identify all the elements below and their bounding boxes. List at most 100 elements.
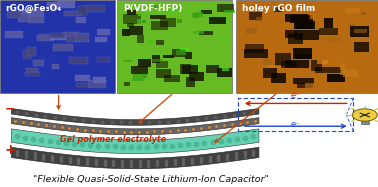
- Bar: [172, 49, 185, 57]
- Bar: [98, 57, 110, 62]
- Bar: [249, 12, 262, 20]
- Bar: [88, 80, 106, 88]
- Bar: [176, 50, 186, 55]
- Bar: [281, 61, 297, 68]
- Text: P(VDF-HFP): P(VDF-HFP): [123, 4, 182, 13]
- Bar: [180, 64, 191, 74]
- Bar: [361, 12, 366, 15]
- Bar: [296, 30, 319, 39]
- Bar: [326, 37, 341, 42]
- Bar: [294, 21, 315, 29]
- Bar: [123, 14, 141, 24]
- Bar: [95, 37, 107, 42]
- Bar: [22, 9, 37, 13]
- Bar: [348, 24, 355, 26]
- Bar: [285, 30, 297, 38]
- Bar: [294, 54, 313, 59]
- Bar: [75, 75, 90, 81]
- Bar: [293, 47, 312, 59]
- Bar: [123, 60, 132, 62]
- Bar: [85, 5, 105, 12]
- Bar: [354, 42, 369, 52]
- Bar: [151, 21, 168, 30]
- Text: holey rGO film: holey rGO film: [242, 4, 315, 13]
- Text: "Flexible Quasi-Solid-State Lithium-Ion Capacitor": "Flexible Quasi-Solid-State Lithium-Ion …: [33, 175, 269, 184]
- Bar: [138, 36, 144, 43]
- Bar: [137, 19, 142, 24]
- Bar: [244, 49, 268, 58]
- Text: e⁻: e⁻: [291, 91, 301, 100]
- Bar: [296, 82, 313, 88]
- Bar: [246, 28, 257, 34]
- Bar: [324, 18, 333, 28]
- Bar: [274, 7, 282, 12]
- Bar: [39, 34, 47, 40]
- Bar: [310, 15, 314, 19]
- Bar: [186, 77, 195, 87]
- Bar: [124, 82, 130, 86]
- Bar: [52, 64, 59, 69]
- Bar: [46, 2, 61, 9]
- Text: e⁻: e⁻: [291, 120, 301, 129]
- Bar: [152, 56, 160, 63]
- Bar: [64, 11, 82, 16]
- Bar: [37, 35, 54, 41]
- Bar: [5, 31, 23, 38]
- Circle shape: [352, 109, 377, 121]
- Bar: [127, 10, 136, 15]
- Bar: [127, 23, 134, 27]
- Bar: [26, 68, 38, 73]
- Bar: [152, 59, 161, 62]
- Bar: [142, 20, 146, 23]
- Bar: [194, 12, 203, 16]
- Bar: [354, 29, 367, 33]
- Bar: [28, 16, 45, 23]
- Bar: [168, 9, 178, 14]
- Bar: [66, 36, 78, 42]
- Bar: [275, 53, 291, 66]
- Bar: [147, 40, 153, 44]
- Bar: [305, 83, 317, 89]
- Bar: [327, 74, 345, 82]
- Bar: [201, 10, 212, 14]
- Bar: [156, 61, 168, 68]
- Bar: [129, 26, 143, 35]
- Bar: [143, 74, 147, 78]
- Bar: [296, 22, 313, 29]
- Text: −: −: [5, 103, 15, 116]
- Bar: [217, 68, 232, 77]
- Bar: [317, 60, 328, 64]
- Bar: [350, 26, 369, 37]
- Bar: [29, 9, 44, 17]
- Bar: [180, 48, 189, 51]
- Bar: [236, 0, 378, 93]
- Bar: [225, 10, 235, 13]
- Bar: [315, 67, 341, 73]
- Bar: [154, 5, 159, 9]
- Bar: [117, 0, 232, 93]
- Bar: [185, 52, 192, 59]
- Bar: [150, 15, 166, 19]
- Bar: [163, 55, 174, 58]
- Bar: [340, 63, 345, 70]
- Polygon shape: [11, 147, 259, 169]
- Bar: [50, 35, 66, 40]
- Bar: [344, 70, 358, 77]
- Bar: [132, 66, 148, 74]
- Bar: [33, 60, 44, 66]
- Bar: [8, 11, 21, 18]
- Text: +: +: [5, 143, 16, 157]
- Bar: [311, 60, 322, 71]
- Bar: [271, 73, 286, 83]
- Polygon shape: [11, 129, 259, 154]
- Bar: [177, 19, 182, 23]
- Bar: [76, 83, 89, 87]
- Bar: [199, 31, 212, 35]
- Bar: [132, 79, 143, 81]
- Bar: [18, 13, 31, 22]
- Bar: [245, 45, 264, 53]
- Bar: [97, 29, 110, 35]
- Bar: [256, 17, 262, 21]
- Bar: [122, 29, 130, 36]
- Bar: [293, 78, 313, 84]
